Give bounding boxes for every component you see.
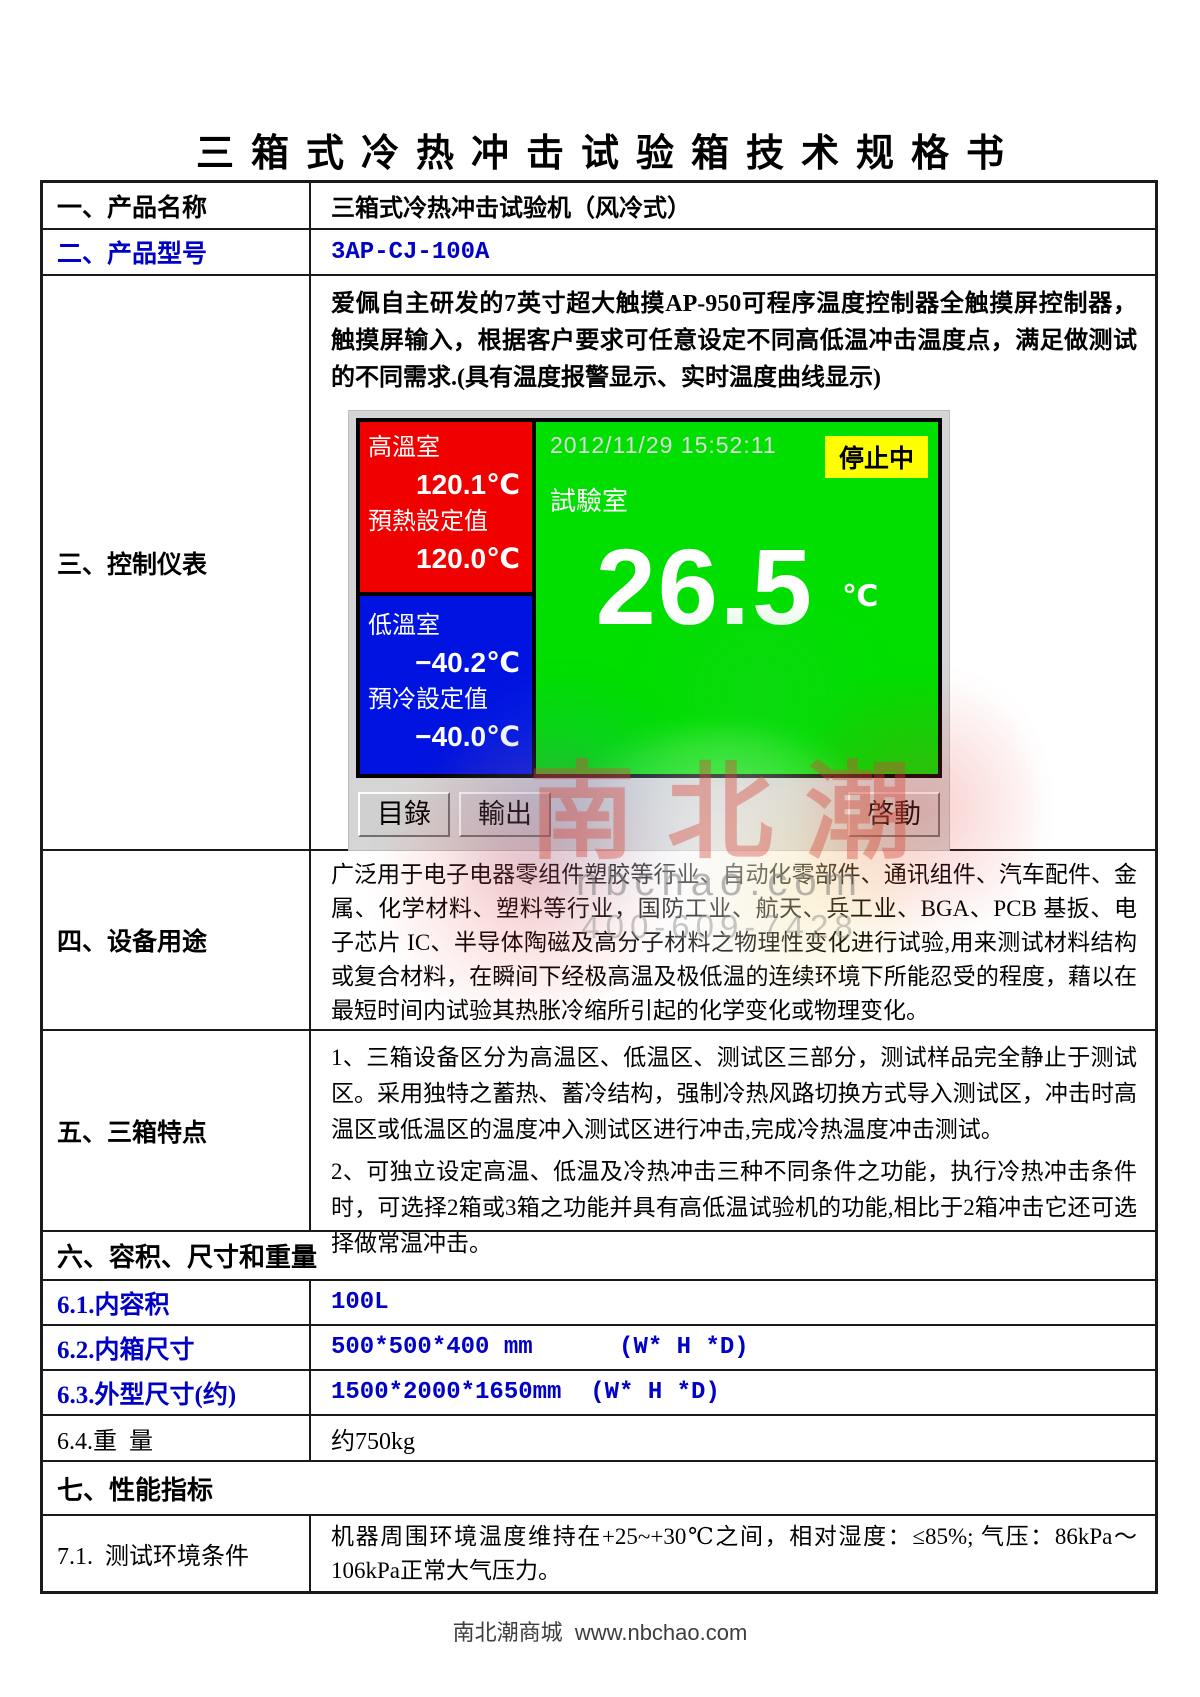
row-label: 三、控制仪表 — [43, 276, 311, 849]
hot-room-label: 高溫室 — [368, 434, 440, 461]
section-header-performance: 七、性能指标 — [57, 1475, 214, 1505]
row-label: 五、三箱特点 — [43, 1031, 311, 1230]
hot-room-temp: 120.1℃ — [416, 469, 520, 500]
table-row-outer-size: 6.3.外型尺寸(约) 1500*2000*1650mm (W* H *D) — [43, 1371, 1155, 1416]
row-label: 二、产品型号 — [43, 230, 311, 274]
row-label: 7.1. 测试环境条件 — [43, 1516, 311, 1591]
table-row-inner-size: 6.2.内箱尺寸 500*500*400 mm (W* H *D) — [43, 1326, 1155, 1371]
weight-value: 约750kg — [331, 1428, 415, 1455]
table-section-size: 六、容积、尺寸和重量 — [43, 1232, 1155, 1281]
menu-button[interactable]: 目錄 — [358, 791, 450, 837]
row-label: 四、设备用途 — [43, 851, 311, 1029]
datetime-readout: 2012/11/29 15:52:11 — [550, 432, 777, 458]
row-label: 6.1.内容积 — [43, 1281, 311, 1324]
row-label: 6.3.外型尺寸(约) — [43, 1371, 311, 1414]
cold-room-panel: 低溫室 −40.2℃ 預冷設定值 −40.0℃ — [360, 596, 532, 774]
controller-description: 爱佩自主研发的7英寸超大触摸AP-950可程序温度控制器全触摸屏控制器，触摸屏输… — [331, 291, 1137, 391]
controller-button-bar: 目錄 輸出 啓動 — [356, 778, 942, 846]
footer-text: 南北潮商城 www.nbchao.com — [452, 1620, 748, 1645]
volume-value: 100L — [331, 1289, 389, 1316]
product-name-value: 三箱式冷热冲击试验机（风冷式） — [331, 196, 691, 222]
precool-set-label: 預冷設定值 — [368, 686, 488, 713]
controller-screen: 高溫室 120.1℃ 預熱設定值 120.0℃ 低溫室 −40.2℃ 預冷設定值… — [356, 418, 942, 778]
usage-text: 广泛用于电子电器零组件塑胶等行业、自动化零部件、通讯组件、汽车配件、金属、化学材… — [331, 862, 1137, 1023]
test-room-temp-readout: 26.5 ℃ — [536, 532, 938, 642]
table-row-product-name: 一、产品名称 三箱式冷热冲击试验机（风冷式） — [43, 183, 1155, 230]
table-row-features: 五、三箱特点 1、三箱设备区分为高温区、低温区、测试区三部分，测试样品完全静止于… — [43, 1031, 1155, 1256]
touchscreen-controller: 高溫室 120.1℃ 預熱設定值 120.0℃ 低溫室 −40.2℃ 預冷設定值… — [349, 411, 949, 850]
test-room-label: 試驗室 — [550, 486, 629, 516]
table-row-controller: 三、控制仪表 爱佩自主研发的7英寸超大触摸AP-950可程序温度控制器全触摸屏控… — [43, 276, 1155, 851]
status-badge: 停止中 — [824, 436, 928, 478]
test-room-temp: 26.5 — [595, 526, 814, 647]
output-button[interactable]: 輸出 — [459, 791, 551, 837]
precool-set-value: −40.0℃ — [415, 721, 520, 752]
test-env-text: 机器周围环境温度维持在+25~+30℃之间，相对湿度：≤85%; 气压：86kP… — [331, 1523, 1137, 1583]
table-row-volume: 6.1.内容积 100L — [43, 1281, 1155, 1326]
spec-table: 一、产品名称 三箱式冷热冲击试验机（风冷式） 二、产品型号 3AP-CJ-100… — [40, 180, 1158, 1594]
preheat-set-label: 預熱設定值 — [368, 508, 488, 535]
table-section-performance: 七、性能指标 — [43, 1462, 1155, 1516]
table-row-test-env: 7.1. 测试环境条件 机器周围环境温度维持在+25~+30℃之间，相对湿度：≤… — [43, 1516, 1155, 1591]
cold-room-label: 低溫室 — [368, 612, 440, 639]
start-button[interactable]: 啓動 — [848, 791, 940, 837]
row-label: 6.4.重 量 — [43, 1416, 311, 1460]
table-row-usage: 四、设备用途 广泛用于电子电器零组件塑胶等行业、自动化零部件、通讯组件、汽车配件… — [43, 851, 1155, 1031]
preheat-set-value: 120.0℃ — [416, 543, 520, 574]
inner-size-value: 500*500*400 mm (W* H *D) — [331, 1334, 749, 1361]
table-row-product-model: 二、产品型号 3AP-CJ-100A — [43, 230, 1155, 276]
hot-room-panel: 高溫室 120.1℃ 預熱設定值 120.0℃ — [360, 422, 532, 596]
test-room-panel: 2012/11/29 15:52:11 停止中 試驗室 26.5 ℃ — [532, 422, 938, 774]
page-title: 三箱式冷热冲击试验箱技术规格书 — [195, 133, 1021, 175]
cold-room-temp: −40.2℃ — [415, 647, 520, 678]
feature-item-2: 2、可独立设定高温、低温及冷热冲击三种不同条件之功能，执行冷热冲击条件时，可选择… — [331, 1159, 1137, 1256]
feature-item-1: 1、三箱设备区分为高温区、低温区、测试区三部分，测试样品完全静止于测试区。采用独… — [331, 1045, 1137, 1142]
row-label: 一、产品名称 — [43, 183, 311, 228]
outer-size-value: 1500*2000*1650mm (W* H *D) — [331, 1379, 720, 1406]
celsius-unit: ℃ — [841, 580, 879, 613]
row-label: 6.2.内箱尺寸 — [43, 1326, 311, 1369]
product-model-value: 3AP-CJ-100A — [331, 238, 490, 266]
section-header-size: 六、容积、尺寸和重量 — [57, 1243, 318, 1272]
table-row-weight: 6.4.重 量 约750kg — [43, 1416, 1155, 1462]
